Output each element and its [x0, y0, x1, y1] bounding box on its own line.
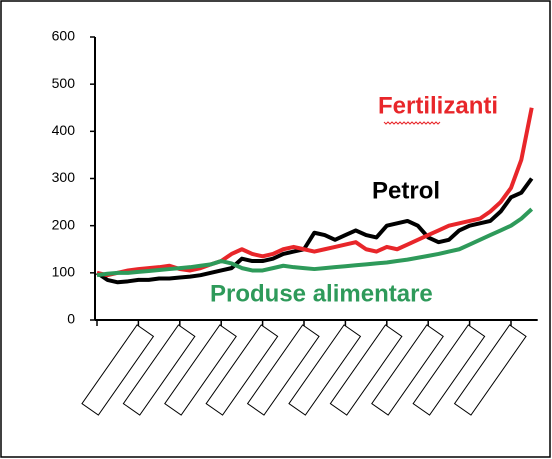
x-label-box	[288, 324, 362, 416]
y-tick-label: 200	[52, 216, 76, 232]
series-label: Fertilizanti	[378, 92, 498, 119]
y-tick-label: 300	[52, 169, 76, 185]
y-tick-label: 600	[52, 28, 76, 44]
x-label-box	[329, 324, 403, 416]
x-label-box	[453, 324, 527, 416]
x-label-box	[205, 324, 279, 416]
x-label-box	[246, 324, 320, 416]
x-label-box	[412, 324, 486, 416]
y-tick-label: 400	[52, 122, 76, 138]
x-label-box	[371, 324, 444, 416]
spell-underline	[383, 121, 441, 125]
series-line	[95, 177, 534, 285]
x-label-placeholders	[81, 324, 527, 416]
series-line	[96, 207, 534, 278]
y-tick-label: 0	[67, 311, 75, 327]
series-line	[96, 107, 534, 278]
x-label-box	[81, 324, 155, 416]
series-label: Petrol	[372, 177, 440, 204]
x-label-box	[122, 324, 196, 416]
y-tick-label: 500	[52, 75, 76, 91]
series-label: Produse alimentare	[210, 280, 433, 307]
y-tick-label: 100	[52, 264, 76, 280]
x-label-box	[164, 324, 237, 416]
